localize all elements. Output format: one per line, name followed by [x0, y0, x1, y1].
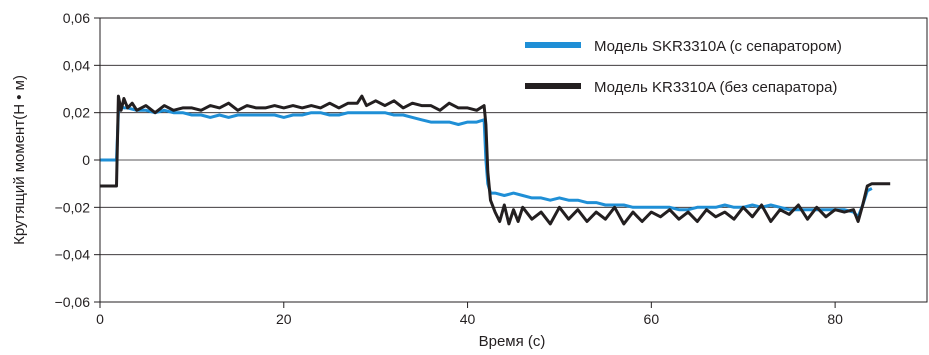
y-tick-label: 0,02 — [63, 105, 90, 121]
y-tick-label: −0,04 — [55, 247, 91, 263]
y-tick-label: 0,04 — [63, 57, 90, 73]
legend-label-skr3310a: Модель SKR3310A (с сепаратором) — [594, 38, 842, 55]
legend-swatch-skr3310a — [525, 42, 581, 48]
legend-swatch-kr3310a — [525, 83, 581, 89]
axis-ticks: 0,06 0,04 0,02 0 −0,02 −0,04 −0,06 0 20 40 60 80 — [55, 10, 844, 327]
x-tick-label: 60 — [644, 311, 660, 327]
series-lines — [100, 94, 891, 226]
grid-lines — [100, 64, 927, 256]
x-tick-label: 40 — [460, 311, 476, 327]
x-tick-label: 80 — [827, 311, 843, 327]
y-axis-title: Крутящий момент(Н • м) — [11, 75, 28, 245]
x-tick-label: 0 — [96, 311, 104, 327]
y-tick-label: −0,06 — [55, 294, 91, 310]
legend: Модель SKR3310A (с сепаратором) Модель K… — [525, 38, 842, 96]
x-tick-label: 20 — [276, 311, 292, 327]
y-tick-label: 0 — [82, 152, 90, 168]
y-tick-label: 0,06 — [63, 10, 90, 26]
legend-label-kr3310a: Модель KR3310A (без сепаратора) — [594, 79, 837, 96]
x-axis-title: Время (с) — [479, 333, 546, 350]
y-tick-label: −0,02 — [55, 199, 91, 215]
series-line-kr3310a — [100, 94, 891, 226]
